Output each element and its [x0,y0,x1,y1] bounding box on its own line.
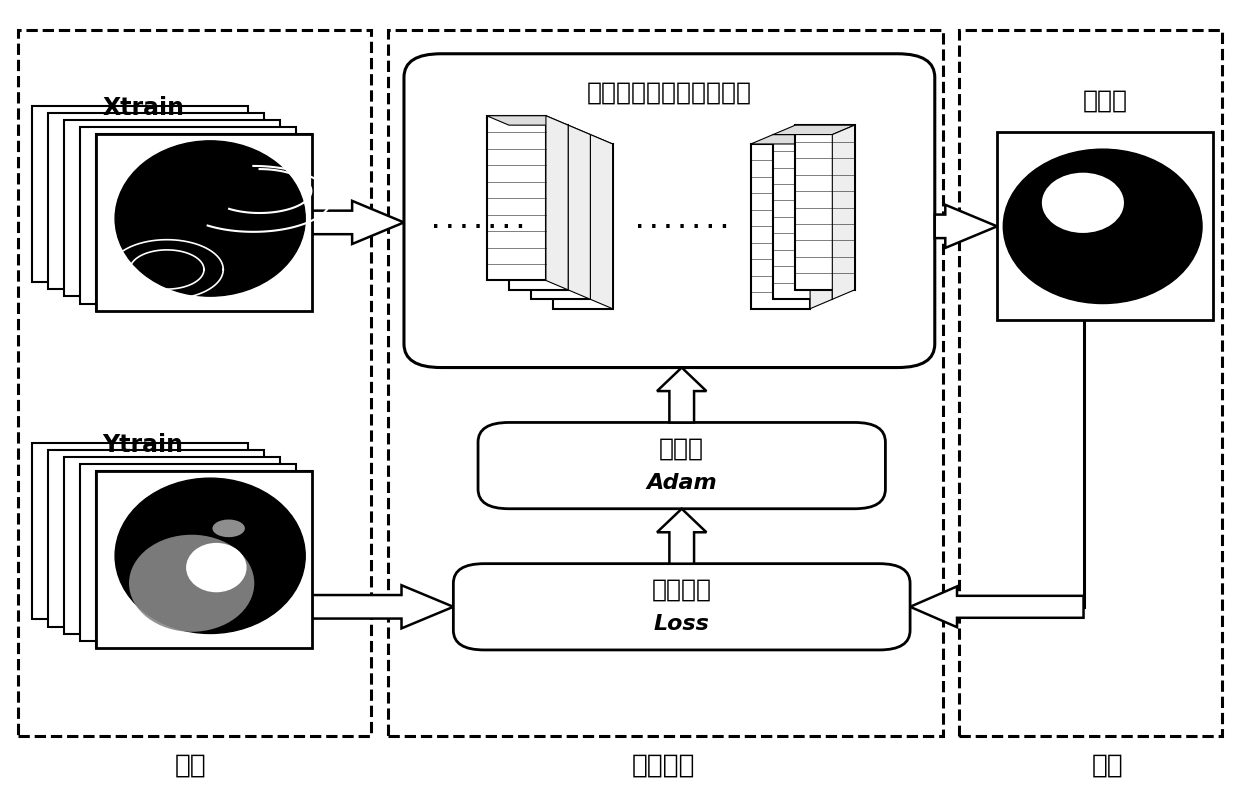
Bar [79,127,296,303]
Text: . . . . . . .: . . . . . . . [636,213,728,232]
Text: Loss: Loss [653,614,709,634]
Text: 损失函数: 损失函数 [652,577,712,601]
Bar [388,30,944,736]
FancyBboxPatch shape [404,54,935,367]
Ellipse shape [1003,149,1202,303]
Bar [64,457,280,634]
Text: 残差自编码神经网络模型: 残差自编码神经网络模型 [587,81,751,105]
Polygon shape [657,367,707,423]
Bar [32,443,248,619]
Polygon shape [546,116,568,290]
Bar [553,144,613,309]
Bar [773,134,832,299]
Text: 输入: 输入 [175,752,206,778]
Text: 神经网络: 神经网络 [631,752,694,778]
Bar [32,106,248,282]
Polygon shape [590,134,613,309]
Ellipse shape [115,141,305,296]
Text: Ytrain: Ytrain [102,434,184,457]
FancyBboxPatch shape [479,423,885,509]
Ellipse shape [115,478,305,634]
FancyBboxPatch shape [454,563,910,650]
Polygon shape [508,125,590,134]
Polygon shape [657,509,707,563]
Ellipse shape [212,520,244,537]
Bar [531,134,590,299]
Polygon shape [832,125,854,299]
Bar [486,116,546,280]
Ellipse shape [186,543,247,592]
Bar [48,450,264,626]
Bar [95,472,312,648]
Ellipse shape [129,535,254,632]
Polygon shape [312,201,404,244]
Bar [960,30,1223,736]
Bar [795,125,854,290]
Polygon shape [773,125,854,134]
Bar [997,132,1213,321]
Bar [95,472,312,648]
Text: 预测值: 预测值 [1083,88,1127,113]
Text: 输出: 输出 [1091,752,1123,778]
Bar [95,134,312,310]
Polygon shape [568,125,590,299]
Bar [79,465,296,641]
Text: Xtrain: Xtrain [102,96,185,120]
Polygon shape [910,586,1084,627]
Polygon shape [312,585,454,628]
Polygon shape [486,116,568,125]
Ellipse shape [1042,173,1123,233]
Polygon shape [810,134,832,309]
Bar [48,113,264,289]
Bar [95,134,312,310]
Bar [508,125,568,290]
Text: . . . . . . .: . . . . . . . [432,213,525,232]
Text: Adam: Adam [646,473,717,493]
Polygon shape [751,134,832,144]
Polygon shape [531,134,613,144]
Bar [64,120,280,296]
Text: 优化器: 优化器 [660,436,704,461]
Bar [751,144,810,309]
Bar [17,30,371,736]
Polygon shape [935,205,997,248]
